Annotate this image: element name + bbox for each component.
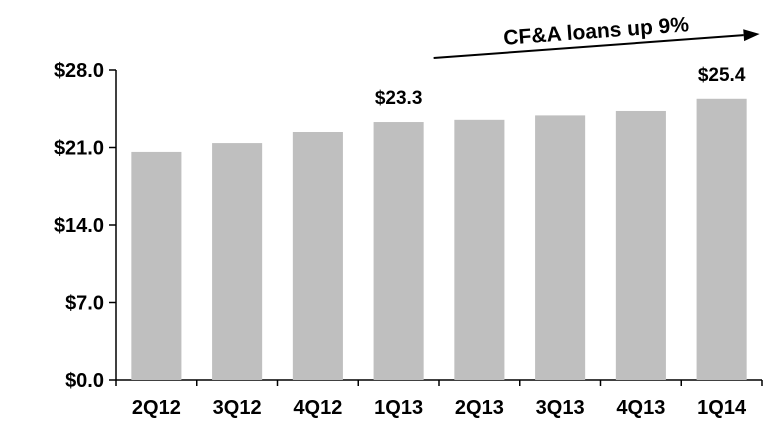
- x-tick-label: 1Q14: [697, 397, 747, 419]
- data-label-1q14: $25.4: [698, 65, 746, 86]
- bar-4q13: [615, 110, 666, 380]
- bar-3q13: [535, 115, 586, 381]
- bar-1q14: [696, 98, 747, 381]
- bar-4q12: [292, 132, 343, 380]
- growth-arrow-head: [743, 29, 760, 42]
- x-tick-label: 4Q12: [293, 397, 342, 419]
- y-tick-label: $0.0: [65, 370, 104, 392]
- y-tick-label: $21.0: [54, 138, 104, 160]
- x-tick-label: 2Q13: [455, 397, 504, 419]
- x-axis: 2Q12 3Q12 4Q12 1Q13 2Q13 3Q13 4Q13 1Q14: [115, 379, 763, 419]
- x-tick-label: 4Q13: [616, 397, 665, 419]
- x-tick-label: 3Q13: [536, 397, 585, 419]
- y-axis: $0.0 $7.0 $14.0 $21.0 $28.0: [54, 60, 117, 392]
- data-labels: $23.3 $25.4: [375, 65, 746, 109]
- y-tick-label: $7.0: [65, 293, 104, 315]
- growth-annotation: CF&A loans up 9%: [433, 13, 760, 59]
- growth-annotation-text: CF&A loans up 9%: [503, 13, 690, 50]
- growth-arrow: [433, 34, 744, 59]
- bar-2q12: [131, 151, 182, 380]
- y-tick-label: $28.0: [54, 60, 104, 82]
- bar-3q12: [212, 143, 263, 380]
- x-tick-label: 3Q12: [213, 397, 262, 419]
- x-tick-label: 2Q12: [132, 397, 181, 419]
- data-label-1q13: $23.3: [375, 88, 423, 109]
- y-tick-label: $14.0: [54, 215, 104, 237]
- x-tick-label: 1Q13: [374, 397, 423, 419]
- bars: [131, 98, 747, 381]
- bar-2q13: [454, 119, 505, 381]
- bar-1q13: [373, 122, 424, 381]
